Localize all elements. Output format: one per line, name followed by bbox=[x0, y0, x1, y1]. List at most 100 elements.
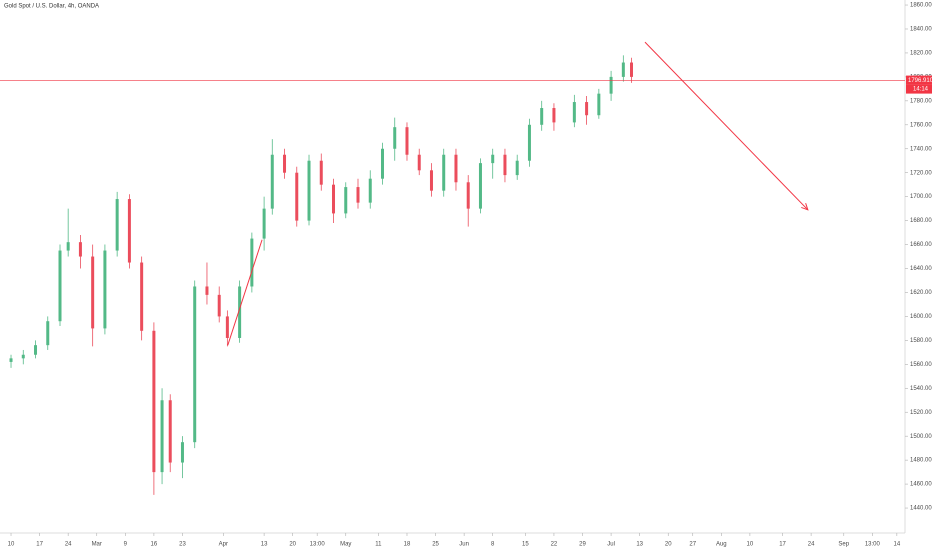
x-tick-label: Aug bbox=[716, 542, 727, 548]
candle-body bbox=[283, 154, 287, 173]
y-tick-label: 1820.000 bbox=[910, 51, 932, 57]
candle-body bbox=[307, 160, 311, 221]
candle-body bbox=[217, 294, 221, 317]
y-tick-label: 1740.000 bbox=[910, 146, 932, 152]
y-tick-label: 1460.000 bbox=[910, 482, 932, 488]
candle-body bbox=[34, 345, 38, 355]
candle-body bbox=[103, 250, 107, 329]
candle-body bbox=[180, 442, 184, 463]
x-tick-label: 14 bbox=[893, 542, 900, 548]
x-tick-label: May bbox=[340, 542, 351, 548]
y-tick-label: 1660.000 bbox=[910, 242, 932, 248]
candle-body bbox=[21, 354, 25, 359]
y-tick-label: 1560.000 bbox=[910, 362, 932, 368]
x-tick-label: Jul bbox=[607, 542, 615, 548]
y-tick-label: 1480.000 bbox=[910, 458, 932, 464]
candle-body bbox=[429, 170, 433, 191]
y-tick-label: 1600.000 bbox=[910, 314, 932, 320]
candle-body bbox=[160, 400, 164, 473]
y-tick-label: 1720.000 bbox=[910, 170, 932, 176]
candle-body bbox=[262, 208, 266, 239]
candle-body bbox=[552, 108, 556, 123]
candle-body bbox=[168, 400, 172, 463]
candle-body bbox=[152, 330, 156, 473]
x-tick-label: 20 bbox=[289, 542, 296, 548]
x-tick-label: 13:00 bbox=[310, 542, 326, 548]
x-tick-label: 8 bbox=[491, 542, 495, 548]
candle-body bbox=[193, 286, 197, 443]
y-tick-label: 1440.000 bbox=[910, 506, 932, 512]
x-tick-label: 18 bbox=[404, 542, 411, 548]
candle-body bbox=[478, 163, 482, 209]
candle-body bbox=[91, 256, 95, 329]
candle-body bbox=[115, 199, 119, 251]
candle-body bbox=[417, 154, 421, 171]
candle-body bbox=[454, 154, 458, 183]
y-tick-label: 1780.000 bbox=[910, 98, 932, 104]
x-tick-label: 23 bbox=[179, 542, 186, 548]
candle-body bbox=[585, 102, 589, 116]
chart-title: Gold Spot / U.S. Dollar, 4h, OANDA bbox=[4, 4, 99, 10]
x-tick-label: 11 bbox=[375, 542, 382, 548]
candle-body bbox=[540, 108, 544, 125]
y-tick-label: 1540.000 bbox=[910, 386, 932, 392]
price-label: 1796.910 bbox=[908, 78, 932, 84]
x-tick-label: Sep bbox=[838, 542, 849, 548]
y-tick-label: 1580.000 bbox=[910, 338, 932, 344]
candle-body bbox=[225, 316, 229, 338]
candle-body bbox=[295, 172, 299, 221]
y-tick-label: 1520.000 bbox=[910, 410, 932, 416]
candle-body bbox=[9, 358, 13, 362]
candle-body bbox=[205, 286, 209, 295]
candle-body bbox=[344, 187, 348, 214]
x-tick-label: 24 bbox=[65, 542, 72, 548]
x-tick-label: 17 bbox=[36, 542, 43, 548]
candle-body bbox=[466, 182, 470, 209]
candle-body bbox=[238, 286, 242, 338]
candle-body bbox=[319, 160, 323, 185]
trend-line bbox=[227, 239, 263, 346]
x-tick-label: 29 bbox=[579, 542, 586, 548]
candle-body bbox=[270, 154, 274, 209]
y-tick-label: 1680.000 bbox=[910, 218, 932, 224]
x-tick-label: Apr bbox=[219, 542, 228, 548]
x-tick-label: 24 bbox=[808, 542, 815, 548]
candle-body bbox=[515, 160, 519, 176]
x-tick-label: 27 bbox=[689, 542, 696, 548]
y-tick-label: 1860.000 bbox=[910, 3, 932, 9]
candle-body bbox=[332, 184, 336, 214]
candle-body bbox=[503, 154, 507, 176]
trend-line bbox=[644, 41, 809, 211]
y-tick-label: 1640.000 bbox=[910, 266, 932, 272]
x-tick-label: Mar bbox=[92, 542, 102, 548]
candle-body bbox=[58, 250, 62, 322]
x-tick-label: 13:00 bbox=[865, 542, 881, 548]
price-label-box bbox=[906, 75, 932, 85]
x-tick-label: 13 bbox=[261, 542, 268, 548]
x-tick-label: 15 bbox=[522, 542, 529, 548]
countdown: 14:14 bbox=[913, 87, 929, 93]
candle-body bbox=[78, 242, 82, 257]
x-tick-label: 20 bbox=[665, 542, 672, 548]
x-tick-label: 16 bbox=[151, 542, 158, 548]
candle-body bbox=[368, 178, 372, 203]
x-tick-label: 10 bbox=[747, 542, 754, 548]
candle-body bbox=[629, 62, 633, 77]
candle-body bbox=[527, 124, 531, 161]
x-tick-label: 10 bbox=[8, 542, 15, 548]
y-tick-label: 1760.000 bbox=[910, 122, 932, 128]
candle-body bbox=[356, 187, 360, 203]
candle-body bbox=[572, 102, 576, 123]
candle-body bbox=[127, 199, 131, 263]
y-tick-label: 1840.000 bbox=[910, 27, 932, 33]
candle-body bbox=[140, 262, 144, 331]
candle-body bbox=[46, 321, 50, 346]
x-tick-label: 17 bbox=[779, 542, 786, 548]
y-tick-label: 1620.000 bbox=[910, 290, 932, 296]
y-tick-label: 1700.000 bbox=[910, 194, 932, 200]
candle-body bbox=[380, 148, 384, 179]
candle-body bbox=[66, 242, 70, 251]
